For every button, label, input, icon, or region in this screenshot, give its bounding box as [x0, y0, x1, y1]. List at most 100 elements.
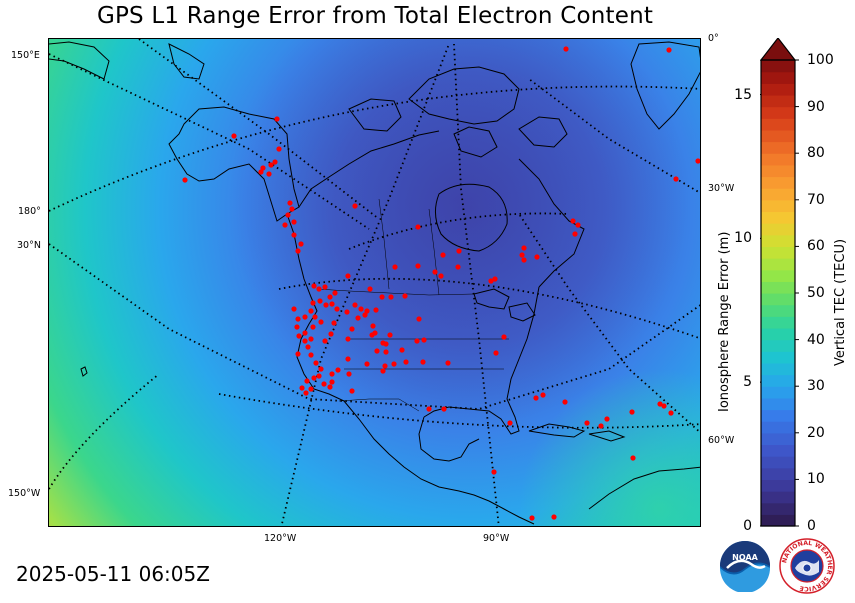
colorbar-band [761, 141, 795, 154]
gps-station-dot [391, 361, 397, 367]
meridian-120w [280, 43, 450, 526]
colorbar-band [761, 106, 795, 119]
gps-station-dot [367, 286, 373, 292]
parallel-60n [278, 277, 700, 340]
gps-station-dot [335, 367, 341, 373]
gps-station-dot [440, 252, 446, 258]
gps-station-dot [388, 294, 394, 300]
gps-station-dot [276, 146, 282, 152]
gps-station-dot [533, 395, 539, 401]
gps-station-dot [291, 219, 297, 225]
gps-station-dot [630, 455, 636, 461]
tec-map [48, 38, 701, 527]
colorbar-band [761, 432, 795, 446]
colorbar-band [761, 94, 795, 108]
tec-tick-label: 30 [807, 378, 825, 395]
colorbar-band [761, 234, 795, 247]
gps-station-dot [298, 241, 304, 247]
gps-station-dot [329, 379, 335, 385]
gps-station-dot [312, 314, 318, 320]
gps-station-dot [455, 264, 461, 270]
tec-southeast-band [49, 39, 700, 526]
colorbar-band [761, 199, 795, 213]
colorbar-extend-arrow [760, 38, 797, 61]
gps-station-dot [415, 224, 421, 230]
colorbar-band [761, 502, 795, 515]
lon-label-0: 0° [708, 33, 719, 44]
tec-tick-label: 0 [807, 518, 816, 534]
parallel-upper [49, 85, 700, 212]
tec-tick-label: 10 [807, 471, 825, 488]
gps-station-dot [231, 133, 237, 139]
gps-station-dot [364, 308, 370, 314]
gps-station-dot [308, 352, 314, 358]
gps-station-dot [657, 401, 663, 407]
gps-station-dot [268, 162, 274, 168]
gps-station-dot [402, 293, 408, 299]
gps-station-dot [345, 356, 351, 362]
gps-station-dot [302, 330, 308, 336]
gps-station-dot [349, 326, 355, 332]
gps-station-dot [426, 406, 432, 412]
parallel-45n [218, 393, 700, 429]
gps-station-dot [294, 324, 300, 330]
gps-station-dot [661, 403, 667, 409]
colorbar-band [761, 304, 795, 317]
colorbar-band [761, 281, 795, 294]
colorbar-band [761, 467, 795, 480]
gps-station-dot [399, 347, 405, 353]
tec-tick-label: 80 [807, 145, 825, 162]
colorbar-band [761, 362, 795, 376]
colorbar-band [761, 71, 795, 84]
gps-station-dot [308, 336, 314, 342]
gps-station-dot [311, 375, 317, 381]
gps-station-dot [666, 47, 672, 53]
gps-station-dot [346, 371, 352, 377]
colorbar-band [761, 491, 795, 504]
lon-label-180: 180° [18, 206, 41, 217]
gps-station-dot [311, 283, 317, 289]
gps-station-dot [345, 336, 351, 342]
chart-title: GPS L1 Range Error from Total Electron C… [96, 3, 654, 29]
lat-label-30n: 30°N [17, 240, 41, 251]
nws-logo: NATIONAL WEATHER SERVICE [779, 538, 835, 594]
gps-station-dot [289, 206, 295, 212]
gps-station-dot [629, 409, 635, 415]
gps-station-dot [274, 116, 280, 122]
colorbar-band [761, 176, 795, 189]
colorbar-band [761, 479, 795, 492]
gps-station-dot [308, 308, 314, 314]
colorbar-band [761, 409, 795, 422]
noaa-logo: NOAA [720, 541, 770, 592]
colorbar-band [761, 164, 795, 178]
gps-station-dot [287, 200, 293, 206]
gps-station-dot [349, 388, 355, 394]
gps-station-dot [266, 171, 272, 177]
gps-station-dot [332, 290, 338, 296]
gps-station-dot [673, 176, 679, 182]
gps-station-dot [415, 263, 421, 269]
gps-station-dot [310, 300, 316, 306]
coastlines [49, 41, 700, 525]
gps-station-dot [534, 254, 540, 260]
gps-station-dot [695, 158, 700, 164]
gps-station-dot [420, 359, 426, 365]
gps-station-dot [323, 302, 329, 308]
gps-station-dot [392, 264, 398, 270]
lon-label-30w: 30°W [708, 183, 735, 194]
colorbar-band [761, 293, 795, 306]
gps-station-dot [441, 406, 447, 412]
gps-station-dot [355, 315, 361, 321]
meridian-180 [138, 39, 380, 220]
gps-station-dot [521, 245, 527, 251]
tec-tick-label: 100 [807, 52, 834, 68]
range-error-axis-title: Ionosphere Range Error (m) [717, 231, 732, 412]
gps-station-dot [374, 348, 380, 354]
colorbar-ticks [760, 59, 799, 527]
gps-station-dot [540, 392, 546, 398]
gps-station-dot [260, 165, 266, 171]
gps-station-dot [383, 349, 389, 355]
gps-station-dot [313, 360, 319, 366]
gps-station-dot [322, 338, 328, 344]
gps-station-dot [414, 338, 420, 344]
